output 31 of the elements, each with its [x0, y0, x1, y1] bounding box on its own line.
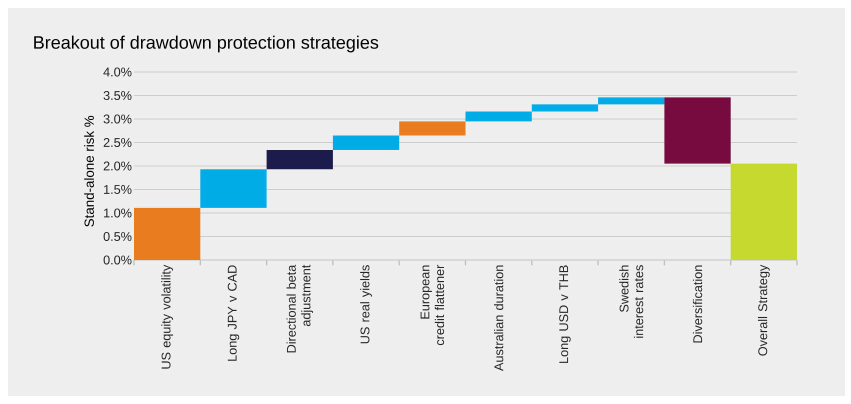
x-tick-label: Directional beta adjustment — [286, 264, 313, 352]
y-axis-title: Stand-alone risk % — [84, 116, 94, 227]
y-tick-label: 3.5% — [104, 91, 132, 100]
x-tick-label: European credit flattener — [420, 264, 444, 346]
bar — [399, 121, 466, 136]
x-tick-label: Diversification — [692, 266, 702, 342]
x-tick-label: Swedish interest rates — [619, 265, 644, 338]
y-tick-label: 3.0% — [104, 114, 132, 124]
bar — [332, 135, 400, 150]
x-tick-label: Overall Strategy — [758, 264, 770, 356]
chart-title: Breakout of drawdown protection strategies — [34, 36, 378, 52]
y-tick-label: 2.5% — [104, 138, 132, 147]
bar — [134, 208, 200, 260]
x-tick-label: US equity volatility — [161, 264, 174, 369]
x-tick-label: Australian duration — [494, 266, 504, 371]
x-tick-label: Long USD v THB — [559, 265, 571, 363]
bar — [532, 104, 598, 112]
bar — [466, 111, 532, 122]
bar — [266, 150, 333, 170]
y-tick-label: 0.5% — [104, 232, 132, 241]
y-tick-label: 1.5% — [104, 185, 132, 194]
y-tick-label: 4.0% — [103, 68, 132, 76]
bar — [730, 164, 797, 260]
bar — [200, 169, 267, 208]
y-tick-label: 0.0% — [104, 256, 132, 264]
y-tick-label: 1.0% — [104, 208, 132, 218]
y-tick-label: 2.0% — [104, 162, 132, 170]
bar — [598, 97, 664, 104]
bar — [664, 97, 731, 164]
x-tick-label: Long JPY v CAD — [228, 265, 240, 361]
x-tick-label: US real yields — [360, 265, 372, 344]
